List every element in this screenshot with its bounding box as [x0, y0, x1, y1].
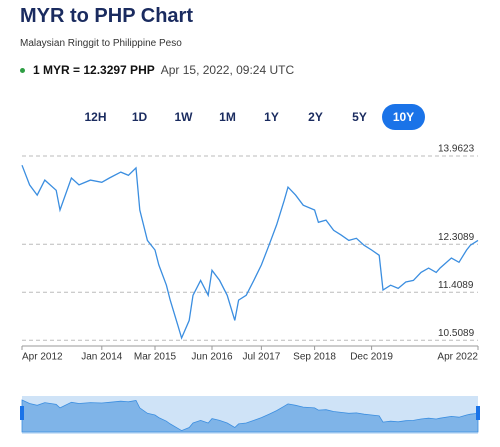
title: MYR to PHP Chart [20, 5, 193, 27]
y-tick-label: 13.9623 [438, 144, 475, 155]
x-tick-label: Sep 2018 [293, 352, 336, 363]
status-dot [20, 68, 25, 74]
x-tick-label: Apr 2022 [437, 352, 478, 363]
range-button[interactable]: 1D [131, 110, 148, 124]
rate: 1 MYR = 12.3297 PHP [33, 63, 155, 77]
timestamp: Apr 15, 2022, 09:24 UTC [160, 63, 295, 77]
y-tick-label: 12.3089 [438, 232, 475, 243]
rate-line: 1 MYR = 12.3297 PHP Apr 15, 2022, 09:24 U… [20, 63, 294, 77]
x-tick-label: Jul 2017 [242, 352, 280, 363]
navigator-handle [476, 406, 480, 420]
range-button[interactable]: 2Y [308, 110, 323, 124]
range-button[interactable]: 12H [84, 110, 107, 124]
range-button[interactable]: 1M [219, 110, 236, 124]
x-tick-label: Jun 2016 [191, 352, 233, 363]
subtitle: Malaysian Ringgit to Philippine Peso [20, 38, 182, 49]
navigator-area [21, 399, 479, 433]
price-line [21, 164, 479, 340]
x-tick-label: Jan 2014 [81, 352, 123, 363]
y-tick-label: 10.5089 [438, 328, 475, 339]
x-tick-label: Mar 2015 [134, 352, 177, 363]
y-tick-label: 11.4089 [438, 280, 474, 291]
range-button[interactable]: 10Y [382, 104, 425, 130]
x-tick-label: Apr 2012 [22, 352, 63, 363]
range-button[interactable]: 1Y [264, 110, 279, 124]
navigator-handle [20, 406, 24, 420]
x-tick-label: Dec 2019 [350, 352, 393, 363]
range-button[interactable]: 5Y [352, 110, 367, 124]
range-buttons: 12H 1D 1W 1M 1Y 2Y 5Y 10Y [74, 104, 426, 130]
range-button[interactable]: 1W [174, 110, 193, 124]
